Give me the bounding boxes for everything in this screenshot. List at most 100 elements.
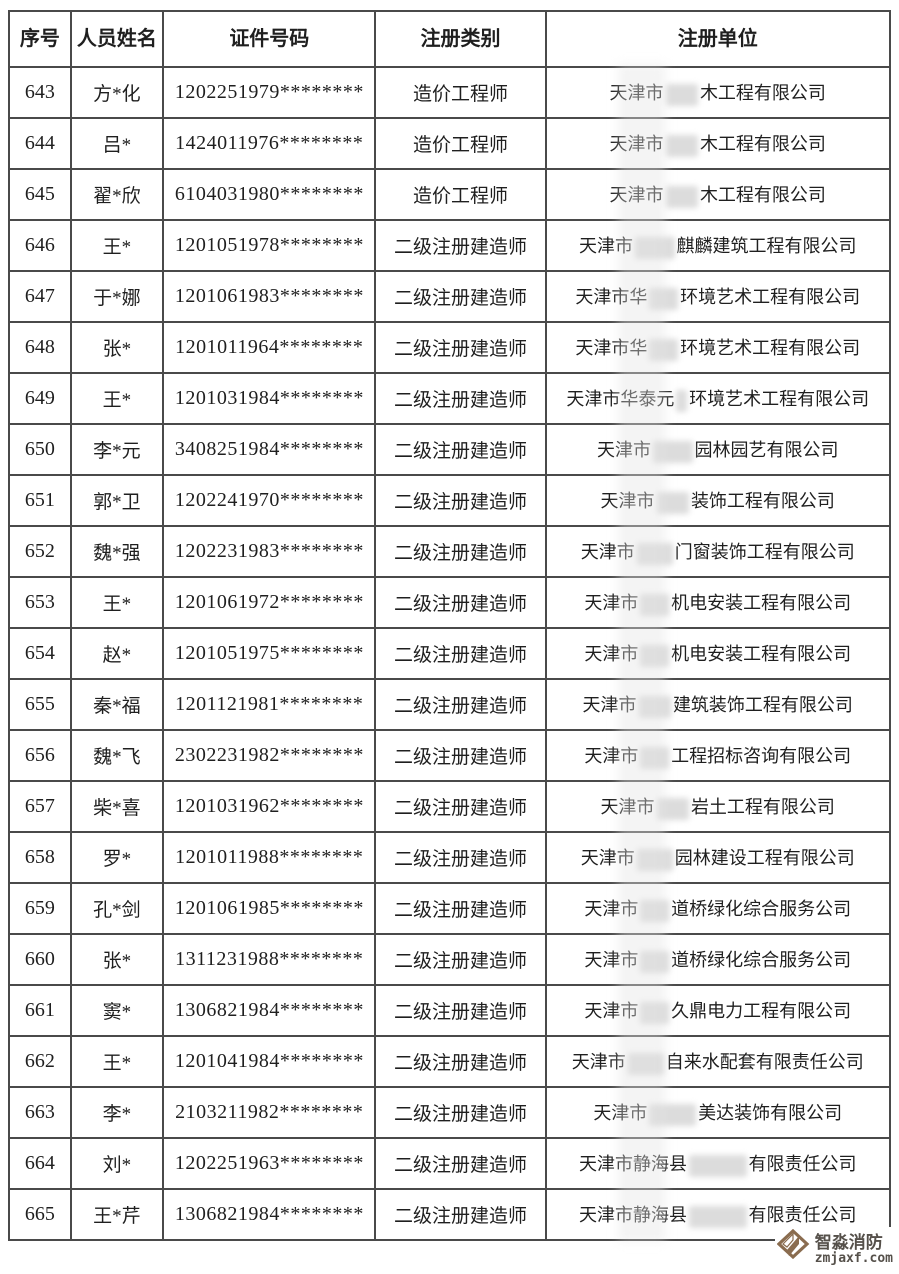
- cell-name: 王*: [69, 1035, 165, 1088]
- cell-serial: 659: [8, 882, 72, 935]
- company-prefix: 天津市: [584, 899, 639, 920]
- cell-company: 天津市 园林建设工程有限公司: [544, 831, 891, 884]
- company-prefix: 天津市: [596, 440, 651, 461]
- cell-id: 1201121981********: [162, 678, 377, 731]
- table-row: 657 柴*喜 1201031962******** 二级注册建造师 天津市 岩土…: [8, 780, 891, 833]
- cell-category: 二级注册建造师: [374, 933, 547, 986]
- cell-serial: 665: [8, 1188, 72, 1241]
- company-prefix: 天津市静海县: [578, 1205, 687, 1226]
- company-blur-patch: [638, 696, 671, 718]
- cell-id: 1306821984********: [162, 1188, 377, 1241]
- cell-company: 天津市 道桥绿化综合服务公司: [544, 882, 891, 935]
- company-blur-patch: [640, 951, 670, 973]
- cell-company: 天津市 久鼎电力工程有限公司: [544, 984, 891, 1037]
- cell-serial: 644: [8, 117, 72, 170]
- company-blur-patch: [652, 441, 693, 463]
- company-suffix: 园林园艺有限公司: [694, 440, 839, 461]
- cell-company: 天津市 建筑装饰工程有限公司: [544, 678, 891, 731]
- cell-serial: 661: [8, 984, 72, 1037]
- table-row: 644 吕* 1424011976******** 造价工程师 天津市 木工程有限…: [8, 117, 891, 170]
- company-prefix: 天津市静海县: [578, 1154, 687, 1175]
- company-suffix: 门窗装饰工程有限公司: [674, 542, 855, 563]
- company-blur-patch: [640, 747, 670, 769]
- table-row: 660 张* 1311231988******** 二级注册建造师 天津市 道桥绿…: [8, 933, 891, 986]
- company-prefix: 天津市华: [575, 287, 648, 308]
- cell-name: 柴*喜: [69, 780, 165, 833]
- cell-serial: 655: [8, 678, 72, 731]
- cell-company: 天津市华 环境艺术工程有限公司: [544, 270, 891, 323]
- company-suffix: 机电安装工程有限公司: [671, 593, 852, 614]
- header-row: 序号 人员姓名 证件号码 注册类别 注册单位: [8, 10, 891, 68]
- cell-name: 王*: [69, 372, 165, 425]
- cell-category: 二级注册建造师: [374, 1188, 547, 1241]
- cell-company: 天津市 门窗装饰工程有限公司: [544, 525, 891, 578]
- cell-serial: 660: [8, 933, 72, 986]
- company-blur-patch: [665, 135, 698, 157]
- cell-company: 天津市 岩土工程有限公司: [544, 780, 891, 833]
- table-row: 654 赵* 1201051975******** 二级注册建造师 天津市 机电安…: [8, 627, 891, 680]
- cell-id: 1311231988********: [162, 933, 377, 986]
- cell-company: 天津市 工程招标咨询有限公司: [544, 729, 891, 782]
- cell-name: 窦*: [69, 984, 165, 1037]
- cell-category: 二级注册建造师: [374, 678, 547, 731]
- company-blur-patch: [636, 849, 673, 871]
- company-prefix: 天津市: [578, 236, 633, 257]
- cell-name: 赵*: [69, 627, 165, 680]
- table-row: 652 魏*强 1202231983******** 二级注册建造师 天津市 门窗…: [8, 525, 891, 578]
- table-row: 662 王* 1201041984******** 二级注册建造师 天津市 自来水…: [8, 1035, 891, 1088]
- cell-id: 2302231982********: [162, 729, 377, 782]
- diamond-arrow-logo-icon: [776, 1228, 811, 1270]
- cell-category: 二级注册建造师: [374, 729, 547, 782]
- cell-name: 王*芹: [69, 1188, 165, 1241]
- table-row: 658 罗* 1201011988******** 二级注册建造师 天津市 园林建…: [8, 831, 891, 884]
- cell-category: 二级注册建造师: [374, 372, 547, 425]
- company-suffix: 有限责任公司: [748, 1154, 857, 1175]
- table-row: 659 孔*剑 1201061985******** 二级注册建造师 天津市 道桥…: [8, 882, 891, 935]
- watermark-text: 智淼消防 zmjaxf.com: [815, 1233, 893, 1265]
- cell-id: 1424011976********: [162, 117, 377, 170]
- cell-company: 天津市 美达装饰有限公司: [544, 1086, 891, 1139]
- company-suffix: 道桥绿化综合服务公司: [671, 899, 852, 920]
- cell-company: 天津市 机电安装工程有限公司: [544, 627, 891, 680]
- table-body: 643 方*化 1202251979******** 造价工程师 天津市 木工程有…: [8, 66, 891, 1241]
- cell-name: 魏*飞: [69, 729, 165, 782]
- company-blur-patch: [649, 288, 679, 310]
- company-prefix: 天津市: [609, 134, 664, 155]
- cell-category: 二级注册建造师: [374, 219, 547, 272]
- cell-company: 天津市 木工程有限公司: [544, 117, 891, 170]
- table-row: 647 于*娜 1201061983******** 二级注册建造师 天津市华 环…: [8, 270, 891, 323]
- company-blur-patch: [634, 237, 675, 259]
- cell-company: 天津市华 环境艺术工程有限公司: [544, 321, 891, 374]
- cell-serial: 652: [8, 525, 72, 578]
- cell-serial: 648: [8, 321, 72, 374]
- cell-company: 天津市 自来水配套有限责任公司: [544, 1035, 891, 1088]
- cell-id: 1201041984********: [162, 1035, 377, 1088]
- header-id-number: 证件号码: [162, 10, 377, 68]
- table-row: 650 李*元 3408251984******** 二级注册建造师 天津市 园林…: [8, 423, 891, 476]
- watermark: 智淼消防 zmjaxf.com: [774, 1227, 897, 1272]
- company-blur-patch: [688, 1155, 747, 1177]
- table-row: 656 魏*飞 2302231982******** 二级注册建造师 天津市 工程…: [8, 729, 891, 782]
- cell-serial: 649: [8, 372, 72, 425]
- company-suffix: 木工程有限公司: [699, 134, 826, 155]
- table-row: 655 秦*福 1201121981******** 二级注册建造师 天津市 建筑…: [8, 678, 891, 731]
- cell-serial: 664: [8, 1137, 72, 1190]
- cell-name: 秦*福: [69, 678, 165, 731]
- cell-id: 3408251984********: [162, 423, 377, 476]
- cell-id: 1202241970********: [162, 474, 377, 527]
- company-suffix: 道桥绿化综合服务公司: [671, 950, 852, 971]
- registration-table: 序号 人员姓名 证件号码 注册类别 注册单位 643 方*化 120225197…: [8, 10, 891, 1241]
- cell-company: 天津市 木工程有限公司: [544, 168, 891, 221]
- cell-category: 二级注册建造师: [374, 1137, 547, 1190]
- cell-category: 二级注册建造师: [374, 474, 547, 527]
- cell-id: 1201011964********: [162, 321, 377, 374]
- cell-category: 造价工程师: [374, 117, 547, 170]
- cell-name: 翟*欣: [69, 168, 165, 221]
- company-suffix: 装饰工程有限公司: [690, 491, 835, 512]
- company-blur-patch: [627, 1053, 664, 1075]
- table-row: 648 张* 1201011964******** 二级注册建造师 天津市华 环境…: [8, 321, 891, 374]
- cell-name: 郭*卫: [69, 474, 165, 527]
- company-suffix: 麒麟建筑工程有限公司: [676, 236, 857, 257]
- cell-category: 二级注册建造师: [374, 882, 547, 935]
- cell-id: 1202251963********: [162, 1137, 377, 1190]
